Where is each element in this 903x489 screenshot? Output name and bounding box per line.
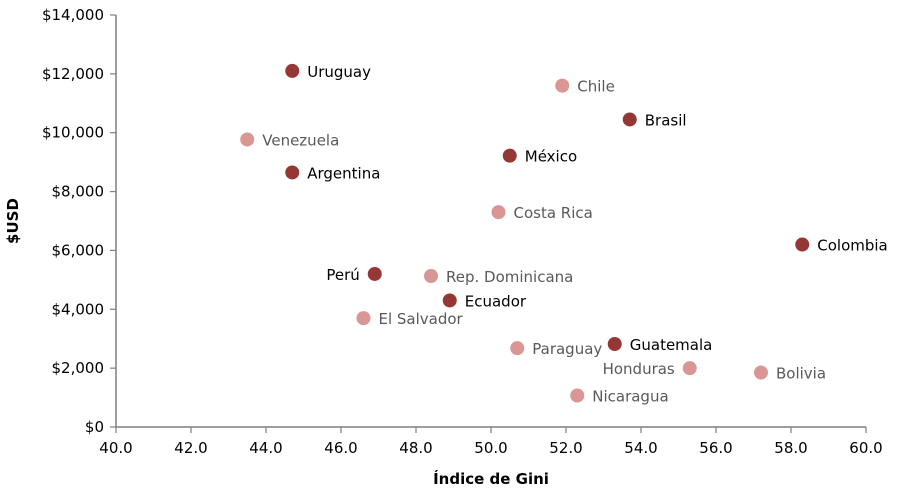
point-label-honduras: Honduras: [603, 360, 675, 378]
y-tick-label: $0: [85, 418, 104, 436]
y-tick-label: $12,000: [42, 65, 104, 83]
y-tick-label: $14,000: [42, 6, 104, 24]
point-nicaragua: [570, 388, 585, 403]
x-tick-label: 50.0: [474, 439, 507, 457]
point-label-bolivia: Bolivia: [776, 365, 826, 383]
point-labels: Uruguay Chile Brasil Venezuela México Argenti…: [262, 63, 888, 406]
point-label-argentina: Argentina: [307, 164, 380, 182]
x-tick-label: 42.0: [174, 439, 207, 457]
x-tick-label: 54.0: [624, 439, 657, 457]
point-costa-rica: [491, 205, 506, 220]
point-venezuela: [240, 132, 255, 147]
point-label-costa-rica: Costa Rica: [514, 204, 593, 222]
point-label-peru: Perú: [326, 266, 359, 284]
point-peru: [367, 266, 382, 281]
y-tick-label: $2,000: [52, 359, 105, 377]
point-label-guatemala: Guatemala: [630, 336, 713, 354]
point-el-salvador: [356, 311, 371, 326]
y-axis-title: $USD: [4, 198, 22, 244]
point-colombia: [795, 237, 810, 252]
y-tick-label: $10,000: [42, 124, 104, 142]
x-tick-label: 46.0: [324, 439, 357, 457]
y-tick-label: $4,000: [52, 300, 105, 318]
point-label-uruguay: Uruguay: [307, 63, 371, 81]
point-bolivia: [754, 365, 768, 380]
point-label-brasil: Brasil: [645, 111, 687, 129]
point-chile: [555, 78, 570, 93]
point-paraguay: [510, 341, 525, 356]
data-points: [240, 63, 810, 403]
point-label-rep-dominicana: Rep. Dominicana: [446, 268, 573, 286]
point-brasil: [622, 112, 637, 127]
point-label-chile: Chile: [577, 78, 615, 96]
point-honduras: [682, 361, 697, 376]
y-tick-label: $8,000: [52, 183, 105, 201]
point-argentina: [285, 165, 300, 180]
x-tick-label: 56.0: [699, 439, 732, 457]
axes: $0 $2,000 $4,000 $6,000 $8,000 $10,000 $12,000…: [42, 6, 883, 457]
x-tick-label: 52.0: [549, 439, 582, 457]
point-label-colombia: Colombia: [817, 237, 888, 255]
y-tick-label: $6,000: [52, 241, 105, 259]
point-label-paraguay: Paraguay: [532, 340, 602, 358]
x-tick-label: 60.0: [849, 439, 882, 457]
x-tick-label: 48.0: [399, 439, 432, 457]
point-label-nicaragua: Nicaragua: [592, 388, 668, 406]
point-label-mexico: México: [525, 148, 577, 166]
x-tick-label: 40.0: [99, 439, 132, 457]
x-tick-label: 58.0: [774, 439, 807, 457]
x-axis-title: Índice de Gini: [433, 469, 549, 488]
point-mexico: [502, 148, 517, 163]
point-label-el-salvador: El Salvador: [379, 310, 464, 328]
point-uruguay: [285, 63, 300, 78]
point-guatemala: [607, 337, 622, 352]
x-tick-label: 44.0: [249, 439, 282, 457]
point-label-venezuela: Venezuela: [262, 131, 339, 149]
point-rep-dominicana: [424, 269, 438, 284]
point-ecuador: [442, 293, 457, 308]
point-label-ecuador: Ecuador: [465, 292, 527, 310]
